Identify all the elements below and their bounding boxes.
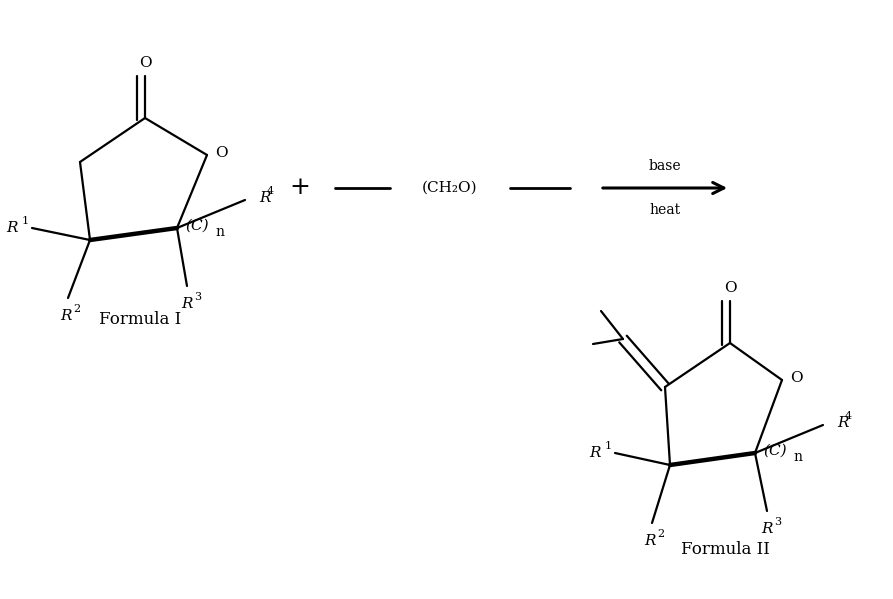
Text: R: R bbox=[837, 416, 848, 430]
Text: Formula I: Formula I bbox=[99, 311, 181, 328]
Text: O: O bbox=[138, 56, 151, 70]
Text: heat: heat bbox=[649, 203, 680, 217]
Text: (C): (C) bbox=[763, 444, 787, 458]
Text: R: R bbox=[181, 297, 193, 311]
Text: 2: 2 bbox=[73, 304, 80, 314]
Text: O: O bbox=[789, 371, 802, 385]
Text: n: n bbox=[793, 450, 802, 464]
Text: n: n bbox=[215, 225, 224, 239]
Text: R: R bbox=[60, 309, 71, 323]
Text: R: R bbox=[761, 522, 772, 536]
Text: Formula II: Formula II bbox=[680, 541, 770, 558]
Text: R: R bbox=[644, 534, 655, 548]
Text: 3: 3 bbox=[194, 292, 201, 302]
Text: 4: 4 bbox=[845, 411, 852, 421]
Text: 4: 4 bbox=[267, 186, 274, 196]
Text: R: R bbox=[589, 446, 601, 460]
Text: (C): (C) bbox=[185, 219, 209, 233]
Text: 1: 1 bbox=[605, 441, 612, 451]
Text: +: + bbox=[289, 177, 311, 199]
Text: 3: 3 bbox=[774, 517, 781, 527]
Text: O: O bbox=[214, 146, 228, 160]
Text: (CH₂O): (CH₂O) bbox=[422, 181, 478, 195]
Text: 2: 2 bbox=[657, 529, 664, 539]
Text: R: R bbox=[6, 221, 18, 235]
Text: R: R bbox=[259, 191, 271, 205]
Text: 1: 1 bbox=[22, 216, 29, 226]
Text: O: O bbox=[723, 281, 737, 295]
Text: base: base bbox=[648, 159, 681, 173]
